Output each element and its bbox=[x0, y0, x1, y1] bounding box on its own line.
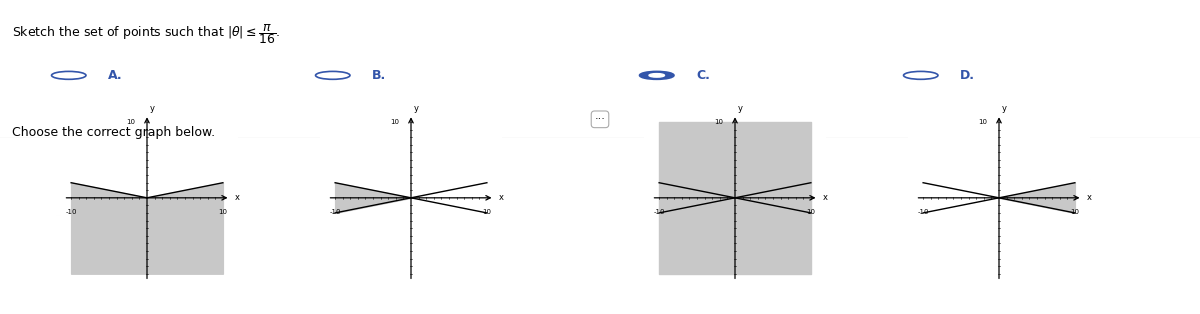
Text: y: y bbox=[150, 104, 155, 113]
Text: 10: 10 bbox=[218, 209, 227, 215]
Text: ···: ··· bbox=[594, 114, 606, 124]
Circle shape bbox=[640, 71, 674, 79]
Text: -10: -10 bbox=[329, 209, 341, 215]
Text: y: y bbox=[738, 104, 743, 113]
Text: 10: 10 bbox=[715, 119, 724, 125]
Circle shape bbox=[904, 71, 938, 79]
Text: Sketch the set of points such that $|\theta| \leq \dfrac{\pi}{16}$.: Sketch the set of points such that $|\th… bbox=[12, 22, 281, 46]
Text: 10: 10 bbox=[979, 119, 988, 125]
Circle shape bbox=[649, 73, 665, 77]
Text: x: x bbox=[234, 193, 239, 202]
Text: A.: A. bbox=[108, 69, 122, 82]
Text: 10: 10 bbox=[482, 209, 491, 215]
Text: C.: C. bbox=[696, 69, 710, 82]
Text: 10: 10 bbox=[391, 119, 400, 125]
Text: B.: B. bbox=[372, 69, 386, 82]
Text: -10: -10 bbox=[917, 209, 929, 215]
Text: -10: -10 bbox=[65, 209, 77, 215]
Text: Choose the correct graph below.: Choose the correct graph below. bbox=[12, 126, 215, 138]
Text: x: x bbox=[498, 193, 503, 202]
Text: x: x bbox=[822, 193, 827, 202]
Text: x: x bbox=[1086, 193, 1091, 202]
Circle shape bbox=[52, 71, 86, 79]
Text: 10: 10 bbox=[127, 119, 136, 125]
Text: 10: 10 bbox=[806, 209, 815, 215]
Text: y: y bbox=[1002, 104, 1007, 113]
Circle shape bbox=[316, 71, 350, 79]
Text: -10: -10 bbox=[653, 209, 665, 215]
Text: y: y bbox=[414, 104, 419, 113]
Text: 10: 10 bbox=[1070, 209, 1079, 215]
Text: D.: D. bbox=[960, 69, 976, 82]
